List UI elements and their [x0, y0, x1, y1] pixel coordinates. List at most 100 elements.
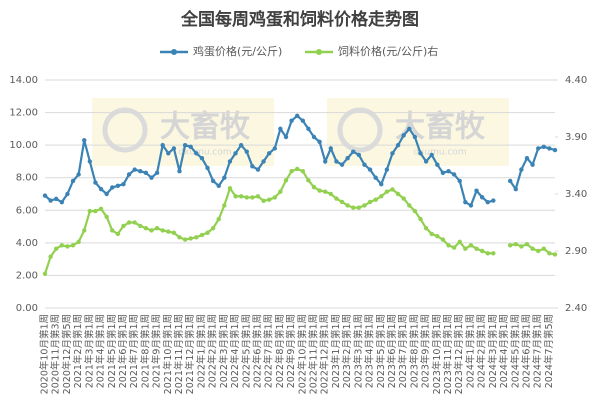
- point: [485, 199, 490, 205]
- x-tick-label: 2022年4月第1周: [229, 314, 241, 388]
- x-tick-label: 2021年4月第1周: [95, 314, 107, 388]
- legend-marker: [171, 49, 177, 55]
- y-tick-label: 0.00: [16, 303, 38, 314]
- point: [435, 233, 440, 239]
- point: [160, 228, 165, 233]
- point: [222, 203, 227, 208]
- x-tick-label: 2022年12月第1周: [319, 314, 331, 394]
- point: [491, 251, 496, 256]
- point: [54, 246, 59, 251]
- point: [513, 241, 518, 247]
- point: [93, 180, 98, 185]
- point: [401, 196, 406, 201]
- point: [401, 133, 406, 138]
- x-tick-label: 2021年9月第1周: [151, 314, 163, 388]
- point: [345, 203, 350, 208]
- point: [379, 194, 384, 199]
- point: [552, 252, 558, 257]
- point: [519, 167, 524, 172]
- point: [328, 146, 334, 151]
- x-tick-label: 2021年10月第1周: [162, 314, 174, 394]
- point: [463, 246, 468, 251]
- point: [261, 159, 266, 164]
- point: [339, 199, 345, 205]
- x-tick-label: 2021年11月第1周: [173, 314, 185, 394]
- x-tick-label: 2022年9月第1周: [285, 314, 297, 388]
- point: [306, 178, 311, 183]
- point: [266, 151, 272, 156]
- point: [171, 146, 177, 151]
- y2-tick-label: 3.90: [565, 132, 587, 143]
- point: [98, 206, 104, 212]
- point: [59, 199, 65, 205]
- x-tick-label: 2024年1月第1周: [464, 314, 476, 388]
- x-tick-label: 2022年10月第1周: [296, 314, 308, 394]
- legend-label: 鸡蛋价格(元/公斤): [193, 44, 282, 58]
- point: [126, 220, 132, 225]
- point: [491, 198, 496, 203]
- point: [412, 208, 418, 214]
- y-tick-label: 14.00: [9, 75, 38, 86]
- x-tick-label: 2022年11月第1周: [308, 314, 320, 394]
- point: [541, 144, 546, 149]
- point: [451, 245, 457, 250]
- point: [272, 195, 277, 200]
- point: [283, 134, 289, 140]
- point: [177, 235, 182, 240]
- x-tick-label: 2022年8月第1周: [274, 314, 286, 388]
- chart-title: 全国每周鸡蛋和饲料价格走势图: [180, 9, 419, 30]
- point: [115, 183, 121, 189]
- point: [70, 178, 76, 184]
- watermark-logo: [337, 107, 383, 153]
- point: [384, 189, 390, 194]
- point: [334, 196, 339, 201]
- x-tick-label: 2021年6月第1周: [117, 314, 129, 388]
- point: [524, 241, 530, 247]
- point: [244, 195, 249, 200]
- point: [446, 243, 451, 248]
- point: [541, 246, 546, 251]
- point: [395, 142, 401, 148]
- point: [82, 138, 87, 143]
- point: [423, 226, 429, 231]
- x-tick-label: 2024年7月第5周: [543, 314, 555, 388]
- legend-label: 饲料价格(元/公斤)右: [338, 44, 438, 58]
- point: [205, 230, 210, 235]
- point: [351, 205, 356, 210]
- point: [121, 223, 126, 229]
- point: [227, 159, 233, 164]
- point: [351, 149, 356, 154]
- point: [323, 159, 328, 164]
- point: [407, 203, 412, 208]
- point: [468, 203, 474, 208]
- point: [98, 186, 104, 192]
- point: [255, 194, 261, 199]
- point: [535, 146, 541, 151]
- point: [390, 151, 395, 156]
- y2-tick-label: 2.90: [565, 246, 587, 257]
- point: [457, 178, 462, 184]
- y-tick-label: 10.00: [9, 140, 38, 151]
- x-tick-label: 2023年4月第1周: [364, 314, 376, 388]
- point: [524, 155, 530, 161]
- point: [210, 178, 216, 184]
- point: [317, 139, 322, 145]
- point: [474, 246, 479, 251]
- point: [367, 199, 373, 205]
- point: [255, 167, 261, 172]
- point: [547, 251, 552, 256]
- x-tick-label: 2024年4月第1周: [498, 314, 510, 388]
- watermark-sub: dxumu.com: [413, 148, 466, 158]
- point: [104, 191, 109, 197]
- x-tick-label: 2024年6月第1周: [520, 314, 532, 388]
- point: [222, 175, 227, 180]
- point: [440, 170, 446, 176]
- point: [289, 169, 294, 174]
- point: [76, 172, 81, 177]
- point: [48, 198, 53, 203]
- point: [345, 155, 350, 161]
- point: [457, 239, 462, 245]
- point: [278, 189, 283, 194]
- point: [547, 146, 552, 151]
